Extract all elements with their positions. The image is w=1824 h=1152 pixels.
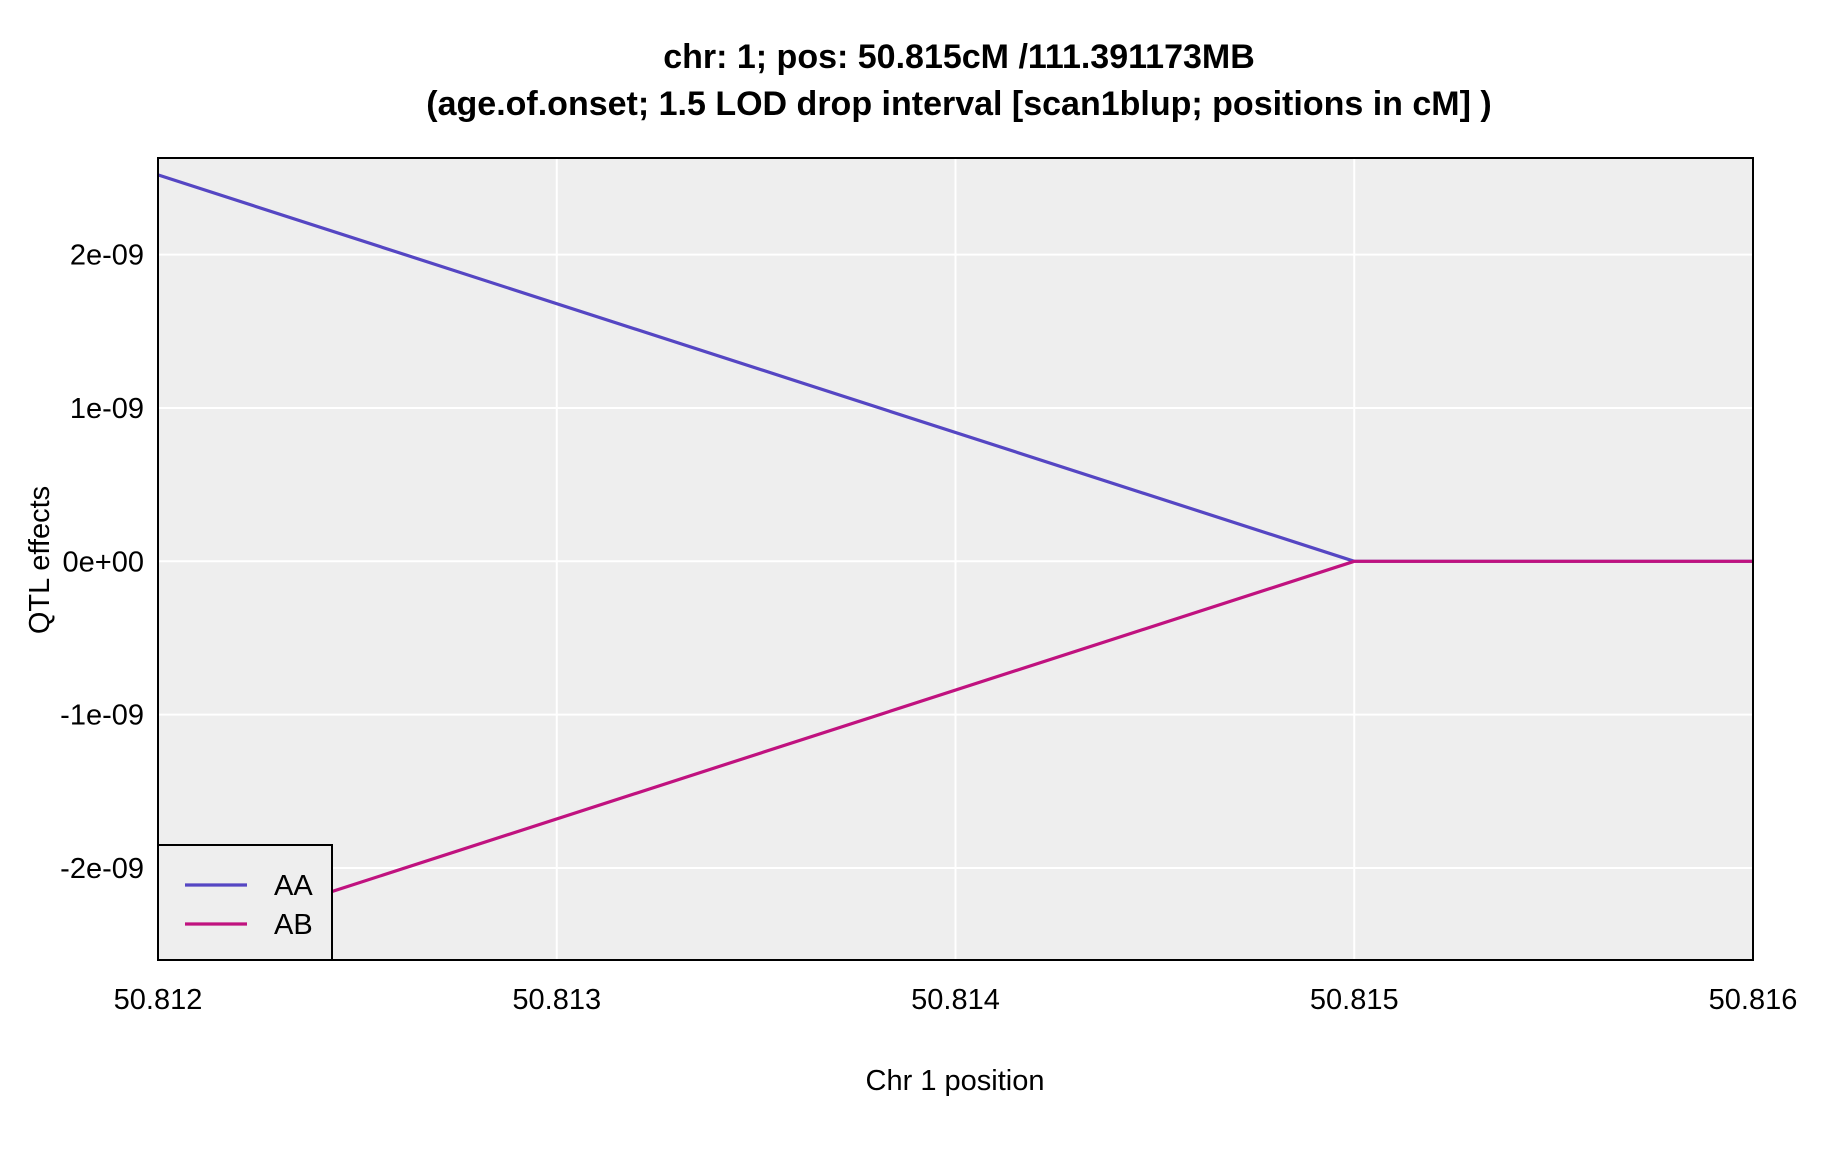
- x-axis-label: Chr 1 position: [866, 1065, 1045, 1097]
- x-tick-label: 50.814: [911, 984, 1000, 1016]
- legend-box: [157, 844, 333, 961]
- y-tick-label: 1e-09: [70, 393, 144, 425]
- y-axis-label: QTL effects: [24, 486, 56, 634]
- y-tick-label: -1e-09: [60, 700, 144, 732]
- y-tick-label: 0e+00: [63, 546, 144, 578]
- x-tick-label: 50.812: [114, 984, 203, 1016]
- chart-title-line1: chr: 1; pos: 50.815cM /111.391173MB: [663, 38, 1255, 76]
- legend-label-ab: AB: [274, 909, 313, 941]
- x-tick-label: 50.815: [1310, 984, 1399, 1016]
- series-line-ab: [157, 559, 1753, 950]
- x-tick-label: 50.816: [1709, 984, 1798, 1016]
- y-tick-label: 2e-09: [70, 240, 144, 272]
- x-tick-labels: 50.812 50.813 50.814 50.815 50.816: [114, 984, 1798, 1016]
- grid-lines: [157, 158, 1754, 960]
- y-tick-label: -2e-09: [60, 853, 144, 885]
- chart-title-line2: (age.of.onset; 1.5 LOD drop interval [sc…: [426, 85, 1491, 123]
- plot-border: [157, 157, 1754, 961]
- y-tick-labels: 2e-09 1e-09 0e+00 -1e-09 -2e-09: [60, 240, 144, 885]
- legend: AA AB: [157, 844, 333, 961]
- x-tick-label: 50.813: [512, 984, 601, 1016]
- series-lines: [157, 173, 1753, 950]
- legend-label-aa: AA: [274, 870, 313, 902]
